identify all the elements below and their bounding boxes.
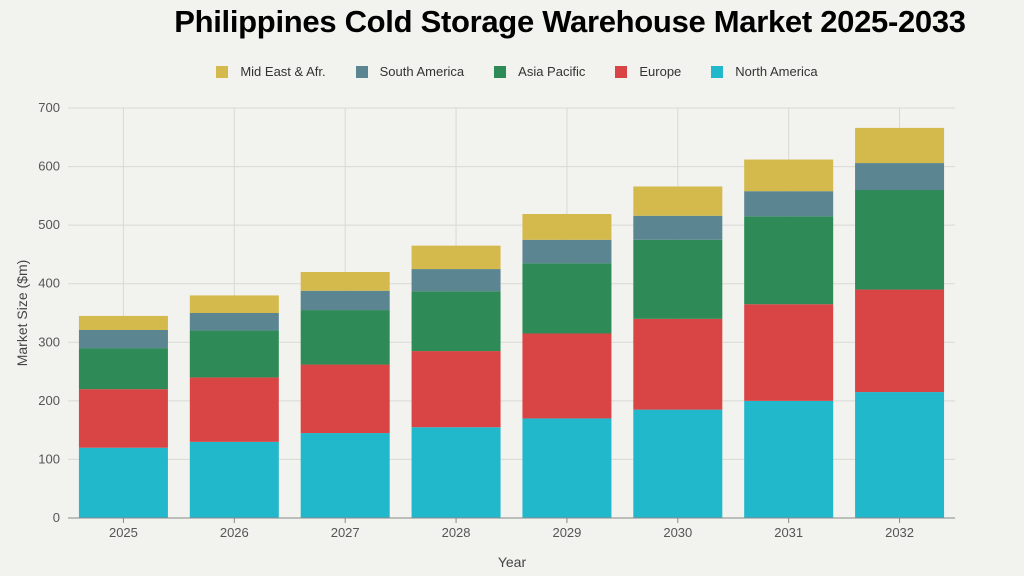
bar-segment bbox=[522, 333, 612, 419]
bar-segment bbox=[633, 409, 723, 518]
x-tick-label: 2025 bbox=[109, 525, 138, 540]
x-tick-label: 2031 bbox=[774, 525, 803, 540]
bar-segment bbox=[300, 290, 390, 311]
y-tick-label: 600 bbox=[38, 159, 60, 174]
legend-item: Europe bbox=[615, 64, 681, 79]
bar-segment bbox=[189, 313, 279, 331]
bar-segment bbox=[522, 418, 612, 518]
bar-segment bbox=[744, 400, 834, 518]
bar-segment bbox=[633, 239, 723, 319]
legend: Mid East & Afr. South America Asia Pacific… bbox=[0, 64, 1024, 79]
y-tick-label: 300 bbox=[38, 334, 60, 349]
bar-segment bbox=[300, 433, 390, 518]
legend-swatch bbox=[355, 65, 368, 78]
bar-segment bbox=[189, 377, 279, 442]
bar-segment bbox=[855, 163, 945, 190]
x-tick-label: 2027 bbox=[331, 525, 360, 540]
legend-item: South America bbox=[355, 64, 465, 79]
bar-segment bbox=[189, 441, 279, 518]
x-axis-title: Year bbox=[498, 554, 527, 570]
bar-segment bbox=[522, 214, 612, 240]
bar-segment bbox=[633, 215, 723, 240]
bar-segment bbox=[78, 315, 168, 330]
bar-segment bbox=[855, 190, 945, 290]
y-tick-label: 100 bbox=[38, 451, 60, 466]
y-axis-title: Market Size ($m) bbox=[14, 260, 30, 367]
bar-segment bbox=[744, 304, 834, 401]
bar-segment bbox=[411, 427, 501, 518]
bar-segment bbox=[522, 263, 612, 334]
legend-label: Europe bbox=[639, 64, 682, 79]
y-tick-label: 0 bbox=[53, 510, 60, 525]
bar-segment bbox=[411, 245, 501, 270]
x-tick-label: 2028 bbox=[442, 525, 471, 540]
bar-segment bbox=[744, 191, 834, 217]
bar-segment bbox=[78, 348, 168, 390]
legend-item: Asia Pacific bbox=[494, 64, 585, 79]
bar-segment bbox=[855, 392, 945, 518]
y-tick-label: 700 bbox=[38, 100, 60, 115]
bar-segment bbox=[411, 351, 501, 428]
legend-label: South America bbox=[379, 64, 465, 79]
legend-swatch bbox=[711, 65, 724, 78]
bar-segment bbox=[189, 330, 279, 378]
x-tick-label: 2030 bbox=[663, 525, 692, 540]
bar-segment bbox=[189, 295, 279, 313]
bar-segment bbox=[411, 291, 501, 352]
x-tick-label: 2029 bbox=[552, 525, 581, 540]
legend-label: Mid East & Afr. bbox=[240, 64, 326, 79]
legend-swatch bbox=[216, 65, 229, 78]
bar-segment bbox=[744, 216, 834, 305]
bar-segment bbox=[855, 127, 945, 164]
bar-segment bbox=[633, 186, 723, 216]
bar-segment bbox=[744, 159, 834, 192]
legend-label: Asia Pacific bbox=[518, 64, 586, 79]
bar-segment bbox=[633, 318, 723, 410]
bar-segment bbox=[300, 364, 390, 434]
bar-segment bbox=[300, 272, 390, 291]
y-tick-label: 500 bbox=[38, 217, 60, 232]
legend-label: North America bbox=[735, 64, 818, 79]
x-tick-label: 2026 bbox=[220, 525, 249, 540]
chart-title: Philippines Cold Storage Warehouse Marke… bbox=[174, 4, 966, 39]
legend-swatch bbox=[615, 65, 628, 78]
legend-item: Mid East & Afr. bbox=[216, 64, 326, 79]
bar-segment bbox=[411, 269, 501, 292]
y-tick-label: 400 bbox=[38, 276, 60, 291]
bar-segment bbox=[855, 289, 945, 393]
x-tick-label: 2032 bbox=[885, 525, 914, 540]
bar-segment bbox=[78, 329, 168, 349]
bar-segment bbox=[522, 239, 612, 264]
bar-segment bbox=[78, 447, 168, 518]
bar-segment bbox=[78, 389, 168, 448]
legend-item: North America bbox=[711, 64, 818, 79]
bar-segment bbox=[300, 310, 390, 365]
legend-swatch bbox=[494, 65, 507, 78]
y-tick-label: 200 bbox=[38, 393, 60, 408]
